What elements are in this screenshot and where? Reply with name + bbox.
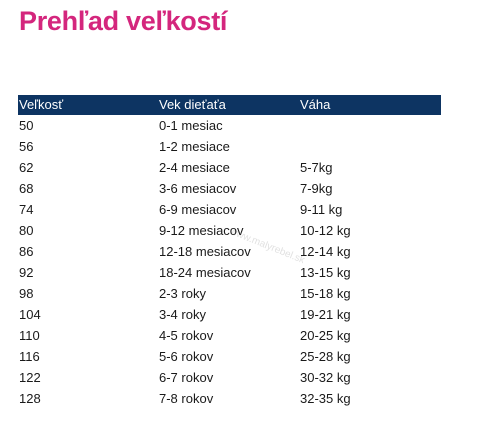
size-chart-table: Veľkosť Vek dieťaťa Váha 50 0-1 mesiac 5… xyxy=(18,95,441,409)
cell-size: 86 xyxy=(19,244,34,259)
cell-age: 0-1 mesiac xyxy=(159,118,223,133)
table-header-row: Veľkosť Vek dieťaťa Váha xyxy=(18,95,441,115)
cell-size: 74 xyxy=(19,202,34,217)
cell-weight: 25-28 kg xyxy=(300,349,351,364)
cell-age: 2-4 mesiace xyxy=(159,160,230,175)
table-row: 50 0-1 mesiac xyxy=(18,115,441,136)
header-weight: Váha xyxy=(299,95,441,115)
cell-age: 1-2 mesiace xyxy=(159,139,230,154)
table-row: 74 6-9 mesiacov 9-11 kg xyxy=(18,199,441,220)
table-row: 92 18-24 mesiacov 13-15 kg xyxy=(18,262,441,283)
cell-weight: 10-12 kg xyxy=(300,223,351,238)
cell-weight: 7-9kg xyxy=(300,181,333,196)
cell-age: 6-7 rokov xyxy=(159,370,214,385)
cell-age: 3-4 roky xyxy=(159,307,206,322)
cell-weight: 30-32 kg xyxy=(300,370,351,385)
cell-weight: 9-11 kg xyxy=(300,202,343,217)
cell-size: 62 xyxy=(19,160,34,175)
cell-size: 92 xyxy=(19,265,34,280)
cell-weight: 15-18 kg xyxy=(300,286,351,301)
header-size: Veľkosť xyxy=(18,95,158,115)
cell-weight xyxy=(299,115,441,136)
cell-age: 7-8 rokov xyxy=(159,391,214,406)
table-row: 110 4-5 rokov 20-25 kg xyxy=(18,325,441,346)
table-row: 68 3-6 mesiacov 7-9kg xyxy=(18,178,441,199)
table-row: 86 12-18 mesiacov 12-14 kg xyxy=(18,241,441,262)
cell-size: 104 xyxy=(19,307,41,322)
header-child-age: Vek dieťaťa xyxy=(158,95,299,115)
table-row: 80 9-12 mesiacov 10-12 kg xyxy=(18,220,441,241)
cell-age: 12-18 mesiacov xyxy=(159,244,251,259)
cell-weight xyxy=(299,136,441,157)
cell-size: 122 xyxy=(19,370,41,385)
cell-weight: 19-21 kg xyxy=(300,307,351,322)
table-row: 116 5-6 rokov 25-28 kg xyxy=(18,346,441,367)
cell-size: 110 xyxy=(19,328,40,343)
cell-weight: 5-7kg xyxy=(300,160,333,175)
cell-size: 116 xyxy=(19,349,40,364)
cell-size: 80 xyxy=(19,223,34,238)
table-row: 98 2-3 roky 15-18 kg xyxy=(18,283,441,304)
cell-size: 56 xyxy=(19,139,34,154)
table-row: 104 3-4 roky 19-21 kg xyxy=(18,304,441,325)
table-row: 62 2-4 mesiace 5-7kg xyxy=(18,157,441,178)
cell-size: 50 xyxy=(19,118,34,133)
cell-size: 98 xyxy=(19,286,34,301)
cell-weight: 20-25 kg xyxy=(300,328,351,343)
cell-age: 9-12 mesiacov xyxy=(159,223,244,238)
cell-weight: 12-14 kg xyxy=(300,244,351,259)
cell-age: 2-3 roky xyxy=(159,286,206,301)
page-title: Prehľad veľkostí xyxy=(19,6,228,36)
table-row: 122 6-7 rokov 30-32 kg xyxy=(18,367,441,388)
cell-age: 5-6 rokov xyxy=(159,349,214,364)
cell-age: 3-6 mesiacov xyxy=(159,181,237,196)
cell-weight: 13-15 kg xyxy=(300,265,351,280)
table-row: 128 7-8 rokov 32-35 kg xyxy=(18,388,441,409)
cell-size: 68 xyxy=(19,181,34,196)
cell-age: 6-9 mesiacov xyxy=(159,202,237,217)
cell-age: 4-5 rokov xyxy=(159,328,214,343)
cell-age: 18-24 mesiacov xyxy=(159,265,251,280)
cell-size: 128 xyxy=(19,391,41,406)
table-row: 56 1-2 mesiace xyxy=(18,136,441,157)
cell-weight: 32-35 kg xyxy=(300,391,351,406)
